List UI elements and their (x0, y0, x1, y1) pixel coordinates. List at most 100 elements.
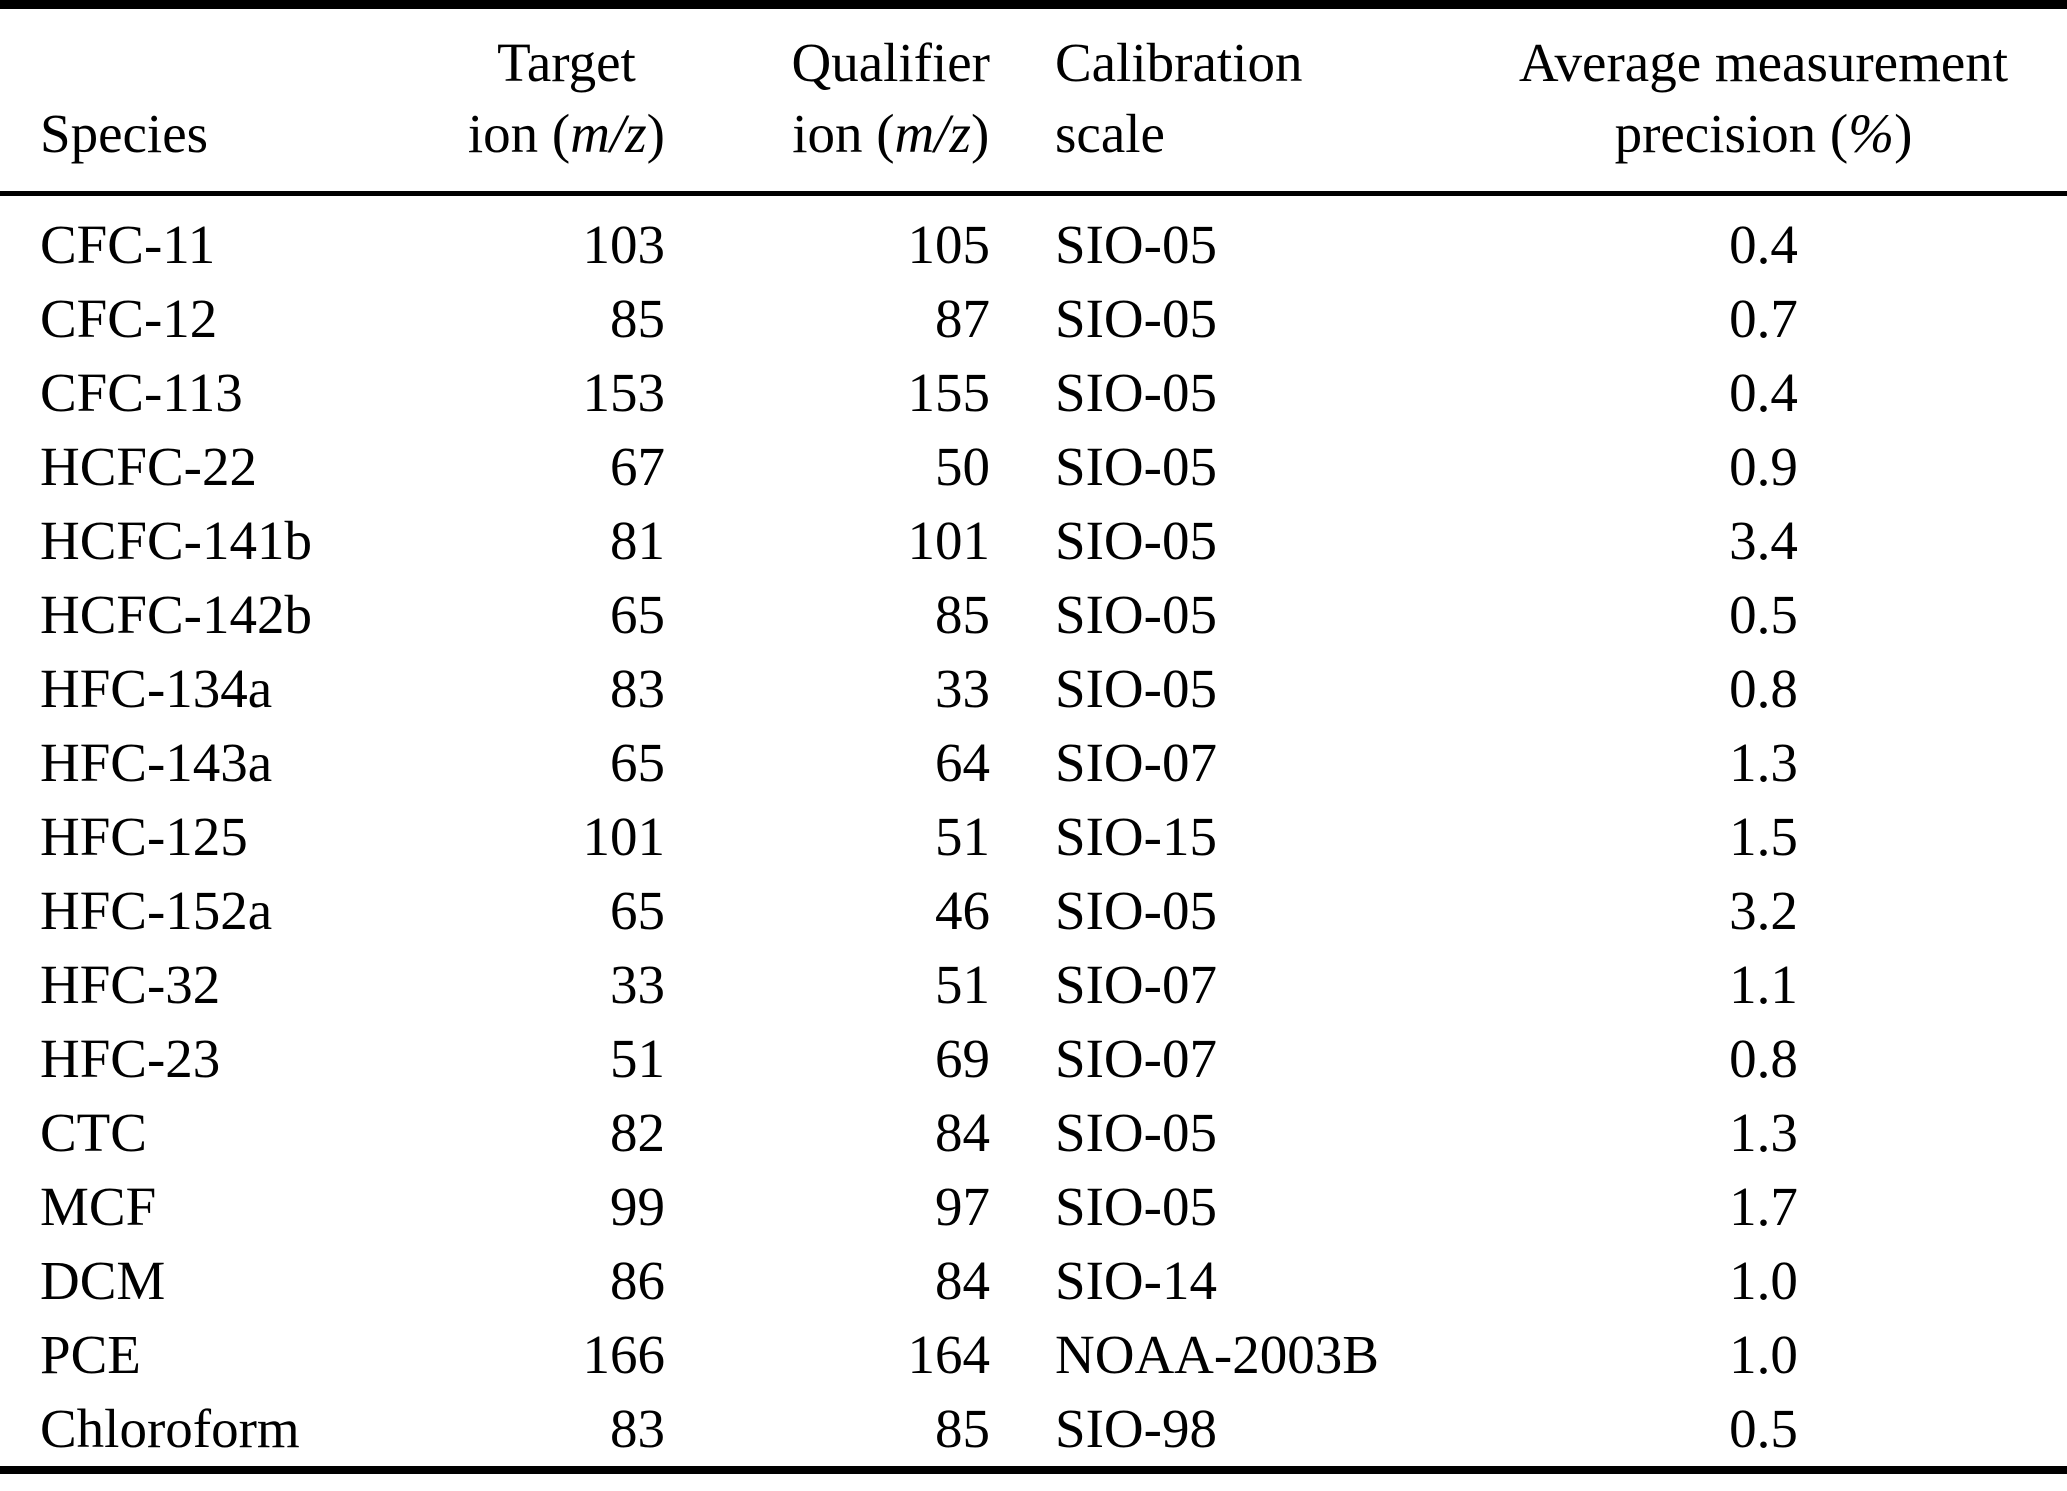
target-ion-cell: 101 (582, 806, 666, 867)
target-ion-cell: 83 (610, 658, 665, 719)
precision-cell: 0.4 (1729, 214, 1798, 275)
target-ion-cell: 65 (610, 880, 665, 941)
precision-cell: 1.3 (1729, 732, 1798, 793)
species-cell: PCE (40, 1324, 141, 1385)
calibration-scale-cell: SIO-15 (1055, 806, 1217, 867)
qualifier-ion-cell: 87 (935, 288, 990, 349)
precision-cell: 1.5 (1729, 806, 1798, 867)
qualifier-ion-cell: 155 (907, 362, 991, 423)
header-precision-line2: precision (%) (1614, 103, 1913, 164)
target-ion-cell: 51 (610, 1028, 665, 1089)
qualifier-ion-cell: 33 (935, 658, 990, 719)
table-row: HFC-134a 83 33 SIO-05 0.8 (0, 652, 2067, 726)
species-cell: CFC-11 (40, 214, 216, 275)
precision-cell: 1.3 (1729, 1102, 1798, 1163)
precision-cell: 0.5 (1729, 584, 1798, 645)
target-ion-cell: 153 (582, 362, 666, 423)
precision-cell: 1.0 (1729, 1250, 1798, 1311)
target-ion-cell: 99 (610, 1176, 665, 1237)
header-species-label: Species (40, 103, 209, 164)
calibration-scale-cell: SIO-05 (1055, 880, 1217, 941)
target-ion-cell: 82 (610, 1102, 665, 1163)
precision-cell: 0.8 (1729, 1028, 1798, 1089)
bottom-rule (0, 1466, 2067, 1474)
header-species: Species (40, 27, 505, 169)
qualifier-ion-cell: 101 (907, 510, 991, 571)
calibration-scale-cell: SIO-05 (1055, 1176, 1217, 1237)
table-row: CFC-113 153 155 SIO-05 0.4 (0, 356, 2067, 430)
qualifier-ion-cell: 84 (935, 1102, 990, 1163)
target-ion-cell: 65 (610, 732, 665, 793)
precision-cell: 3.2 (1729, 880, 1798, 941)
calibration-scale-cell: SIO-05 (1055, 214, 1217, 275)
header-qualifier-line2: ion (m/z) (792, 103, 990, 164)
calibration-scale-cell: SIO-05 (1055, 584, 1217, 645)
calibration-scale-cell: SIO-05 (1055, 658, 1217, 719)
mz-symbol: m/z (570, 103, 647, 164)
species-cell: CTC (40, 1102, 147, 1163)
table-body: CFC-11 103 105 SIO-05 0.4 CFC-12 85 87 S… (0, 196, 2067, 1466)
species-cell: MCF (40, 1176, 157, 1237)
mz-symbol: m/z (894, 103, 971, 164)
calibration-scale-cell: SIO-05 (1055, 288, 1217, 349)
species-cell: HFC-32 (40, 954, 221, 1015)
precision-cell: 0.9 (1729, 436, 1798, 497)
header-calibration-line1: Calibration (1055, 32, 1303, 93)
qualifier-ion-cell: 105 (907, 214, 991, 275)
table-row: HCFC-141b 81 101 SIO-05 3.4 (0, 504, 2067, 578)
table-row: HCFC-142b 65 85 SIO-05 0.5 (0, 578, 2067, 652)
table-row: PCE 166 164 NOAA-2003B 1.0 (0, 1318, 2067, 1392)
table-row: MCF 99 97 SIO-05 1.7 (0, 1170, 2067, 1244)
header-target-line2: ion (m/z) (467, 103, 665, 164)
header-target-ion: Target ion (m/z) (468, 27, 665, 169)
header-precision: Average measurement precision (%) (1500, 27, 2027, 169)
qualifier-ion-cell: 69 (935, 1028, 990, 1089)
qualifier-ion-cell: 85 (935, 1398, 990, 1459)
precision-cell: 0.4 (1729, 362, 1798, 423)
species-cell: DCM (40, 1250, 166, 1311)
table-row: CFC-12 85 87 SIO-05 0.7 (0, 282, 2067, 356)
table-row: HFC-32 33 51 SIO-07 1.1 (0, 948, 2067, 1022)
precision-cell: 1.0 (1729, 1324, 1798, 1385)
target-ion-cell: 86 (610, 1250, 665, 1311)
target-ion-cell: 166 (582, 1324, 666, 1385)
calibration-scale-cell: SIO-14 (1055, 1250, 1217, 1311)
calibration-scale-cell: NOAA-2003B (1055, 1324, 1379, 1385)
species-cell: CFC-12 (40, 288, 218, 349)
species-cell: HFC-23 (40, 1028, 221, 1089)
qualifier-ion-cell: 64 (935, 732, 990, 793)
precision-cell: 3.4 (1729, 510, 1798, 571)
calibration-scale-cell: SIO-07 (1055, 1028, 1217, 1089)
table-row: CFC-11 103 105 SIO-05 0.4 (0, 208, 2067, 282)
precision-cell: 0.5 (1729, 1398, 1798, 1459)
target-ion-cell: 65 (610, 584, 665, 645)
header-qualifier-line1: Qualifier (791, 32, 990, 93)
header-target-line1: Target (497, 32, 636, 93)
species-cell: HCFC-141b (40, 510, 312, 571)
qualifier-ion-cell: 85 (935, 584, 990, 645)
precision-cell: 0.7 (1729, 288, 1798, 349)
table-row: HFC-23 51 69 SIO-07 0.8 (0, 1022, 2067, 1096)
qualifier-ion-cell: 51 (935, 806, 990, 867)
calibration-scale-cell: SIO-07 (1055, 732, 1217, 793)
qualifier-ion-cell: 97 (935, 1176, 990, 1237)
species-cell: HFC-143a (40, 732, 273, 793)
table-row: HFC-143a 65 64 SIO-07 1.3 (0, 726, 2067, 800)
top-rule (0, 0, 2067, 9)
header-calibration-line2: scale (1055, 103, 1165, 164)
species-cell: HFC-134a (40, 658, 273, 719)
target-ion-cell: 81 (610, 510, 665, 571)
header-qualifier-ion: Qualifier ion (m/z) (665, 27, 990, 169)
table-row: HFC-152a 65 46 SIO-05 3.2 (0, 874, 2067, 948)
qualifier-ion-cell: 50 (935, 436, 990, 497)
precision-cell: 0.8 (1729, 658, 1798, 719)
qualifier-ion-cell: 164 (907, 1324, 991, 1385)
qualifier-ion-cell: 51 (935, 954, 990, 1015)
target-ion-cell: 85 (610, 288, 665, 349)
qualifier-ion-cell: 46 (935, 880, 990, 941)
calibration-scale-cell: SIO-05 (1055, 1102, 1217, 1163)
precision-cell: 1.7 (1729, 1176, 1798, 1237)
table-row: HFC-125 101 51 SIO-15 1.5 (0, 800, 2067, 874)
table-row: CTC 82 84 SIO-05 1.3 (0, 1096, 2067, 1170)
